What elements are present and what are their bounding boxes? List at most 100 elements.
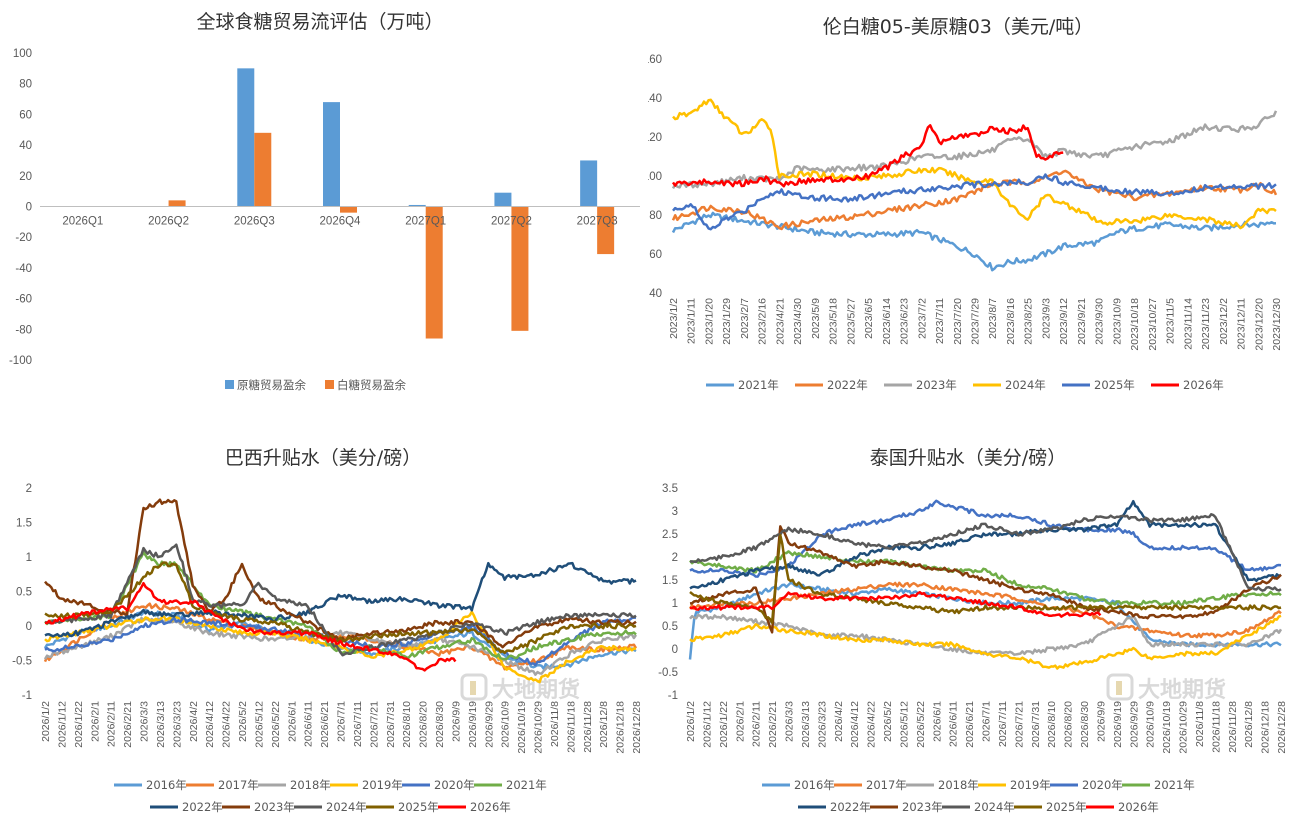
x-tick-label: 2026/10/29 [533,701,545,754]
legend-label: 2019年 [362,778,403,792]
x-tick-label: 2023/1/29 [721,298,733,345]
x-tick-label: 2023/9/12 [1058,298,1070,345]
series-line [44,543,637,657]
x-tick-label: 2026/10/19 [1161,701,1173,754]
legend-label: 2026年 [1118,800,1159,814]
x-tick-label: 2026/4/2 [833,701,845,742]
legend-label: 2025年 [1094,378,1135,392]
series-line [689,499,1282,590]
bar [254,132,272,207]
legend-label: 2024年 [1005,378,1046,392]
x-tick-label: 2026/3/23 [816,701,828,748]
y-tick-label: 100 [648,171,662,183]
thailand-premium-panel: 泰国升贴水（美分/磅） 3.5 3 2.5 2 1.5 1 0.5 0 -0.5 -1 2026/1/… [648,413,1297,827]
x-tick-label: 2027Q1 [405,216,446,228]
bar [168,200,186,207]
bar [408,204,426,207]
x-tick-label: 2026/2/1 [89,701,101,742]
legend-label: 2024年 [326,800,367,814]
y-tick-label: -1 [668,690,678,702]
x-tick-label: 2023/11/14 [1182,298,1194,350]
legend-label: 2018年 [290,778,331,792]
x-tick-label: 2026/6/1 [286,701,298,742]
x-tick-label: 2023/1/2 [668,298,680,339]
legend-label: 2016年 [794,778,835,792]
x-tick-label: 2026Q2 [148,216,189,228]
y-tick-label: -0.5 [658,667,678,679]
x-tick-label: 2026/1/2 [40,701,52,742]
series-line [689,533,1282,625]
series-line [671,169,1278,231]
y-tick-label: 3 [672,506,678,518]
y-tick-label: 140 [648,93,662,105]
y-tick-label: -60 [15,294,32,306]
x-tick-label: 2023/5/18 [828,298,840,345]
x-tick-label: 2026/4/2 [188,701,200,742]
series-line [44,610,637,684]
watermark-text: 大地期货 [1138,677,1226,703]
x-tick-label: 2026/12/18 [615,701,627,754]
x-tick-label: 2026/5/2 [237,701,249,742]
x-tick-label: 2026/7/1 [336,701,348,742]
x-tick-label: 2026/3/13 [155,701,167,748]
x-tick-label: 2026/9/9 [450,701,462,742]
watermark-logo: 大地期货 [460,673,580,703]
series-line [44,561,637,638]
x-tick-label: 2023/10/27 [1147,298,1159,351]
x-tick-label: 2026/5/22 [915,701,927,748]
x-tick-label: 2023/7/2 [916,298,928,339]
legend-label: 2021年 [506,778,547,792]
series-line [689,525,1282,634]
y-tick-label: 80 [649,210,662,222]
y-tick-label: -100 [9,355,32,367]
legend-label: 2017年 [866,778,907,792]
x-tick-label: 2023/6/14 [881,298,893,345]
brazil-premium-chart: 巴西升贴水（美分/磅） 2 1.5 1 0.5 0 -0.5 -1 2026/1/2 2026/1… [12,447,643,814]
x-tick-label: 2026/2/1 [734,701,746,742]
legend-label: 2019年 [1010,778,1051,792]
y-tick-label: -20 [15,232,32,244]
legend-label: 白糖贸易盈余 [337,378,406,392]
x-tick-label: 2026/9/9 [1095,701,1107,742]
x-tick-label: 2023/5/9 [810,298,822,339]
y-tick-label: 60 [649,249,662,261]
x-tick-label: 2026/3/3 [139,701,151,742]
x-tick-label: 2023/8/7 [987,298,999,339]
x-tick-label: 2023/6/5 [863,298,875,339]
y-tick-label: 160 [648,54,662,66]
x-tick-label: 2023/5/27 [845,298,857,345]
x-tick-label: 2023/4/30 [792,298,804,345]
series-line [689,614,1282,670]
series-line [689,590,1102,618]
legend-label: 2022年 [182,800,223,814]
y-tick-label: 80 [19,79,32,91]
brazil-premium-panel: 巴西升贴水（美分/磅） 2 1.5 1 0.5 0 -0.5 -1 2026/1/2 2026/1… [0,413,648,827]
x-tick-label: 2026/6/11 [303,701,315,747]
y-tick-label: 0.5 [16,587,32,599]
y-tick-label: -40 [15,263,32,275]
x-tick-label: 2026Q3 [234,216,275,228]
x-tick-label: 2026/8/10 [401,701,413,748]
chart-title: 全球食糖贸易流评估（万吨） [196,11,443,33]
bar [494,192,512,207]
series-line [689,613,1283,657]
x-tick-label: 2026/6/11 [948,701,960,747]
y-tick-label: 2 [672,552,678,564]
x-tick-label: 2023/7/11 [934,298,946,344]
x-tick-label: 2026/7/21 [1013,701,1025,748]
y-tick-label: 40 [649,288,662,300]
x-tick-label: 2026/10/9 [1145,701,1157,748]
x-tick-label: 2026/4/22 [866,701,878,748]
y-tick-label: 2 [26,483,32,495]
x-tick-label: 2026/5/22 [270,701,282,748]
x-tick-label: 2026/11/28 [1227,701,1239,753]
x-tick-label: 2027Q3 [577,216,618,228]
x-tick-label: 2026/4/12 [849,701,861,748]
x-tick-label: 2023/7/20 [952,298,964,345]
watermark-mark [1106,673,1134,701]
x-tick-label: 2023/2/7 [739,298,751,339]
series-line [672,98,1277,230]
x-tick-label: 2026/11/8 [549,701,561,747]
y-tick-label: 2.5 [662,529,678,541]
y-tick-label: 1.5 [662,575,678,587]
